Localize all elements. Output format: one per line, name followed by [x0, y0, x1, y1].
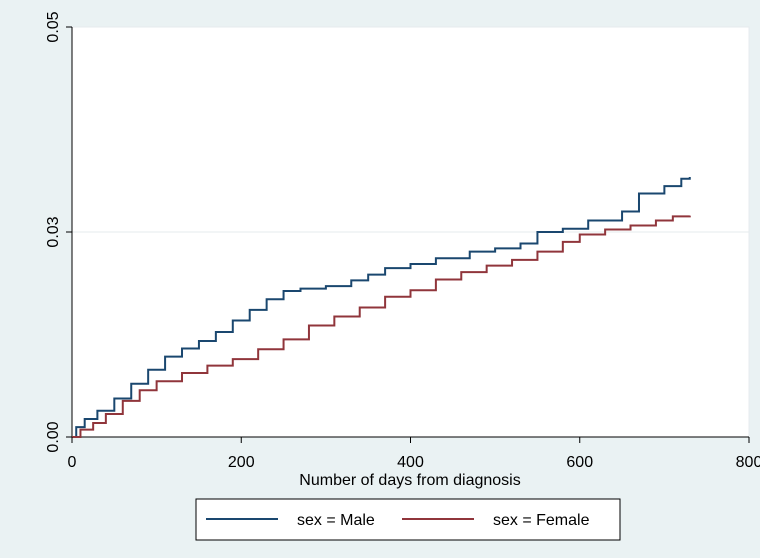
- x-tick-label: 0: [68, 454, 77, 471]
- x-axis-title: Number of days from diagnosis: [299, 472, 520, 489]
- series-line-female: [72, 215, 691, 438]
- legend-label-female: sex = Female: [493, 512, 590, 529]
- tick-labels: 0 200 400 600 800 0.00 0.03 0.05: [45, 11, 760, 471]
- y-tick-label: 0.05: [45, 11, 62, 42]
- x-tick-label: 800: [736, 454, 760, 471]
- x-tick-label: 600: [566, 454, 593, 471]
- x-tick-label: 400: [397, 454, 424, 471]
- legend-label-male: sex = Male: [297, 512, 375, 529]
- y-tick-label: 0.03: [45, 216, 62, 247]
- x-tick-label: 200: [228, 454, 255, 471]
- gridlines: [72, 26, 749, 233]
- series-line-male: [72, 177, 691, 438]
- legend: sex = Male sex = Female: [195, 498, 621, 541]
- y-tick-label: 0.00: [45, 421, 62, 452]
- series-layer: [72, 177, 691, 438]
